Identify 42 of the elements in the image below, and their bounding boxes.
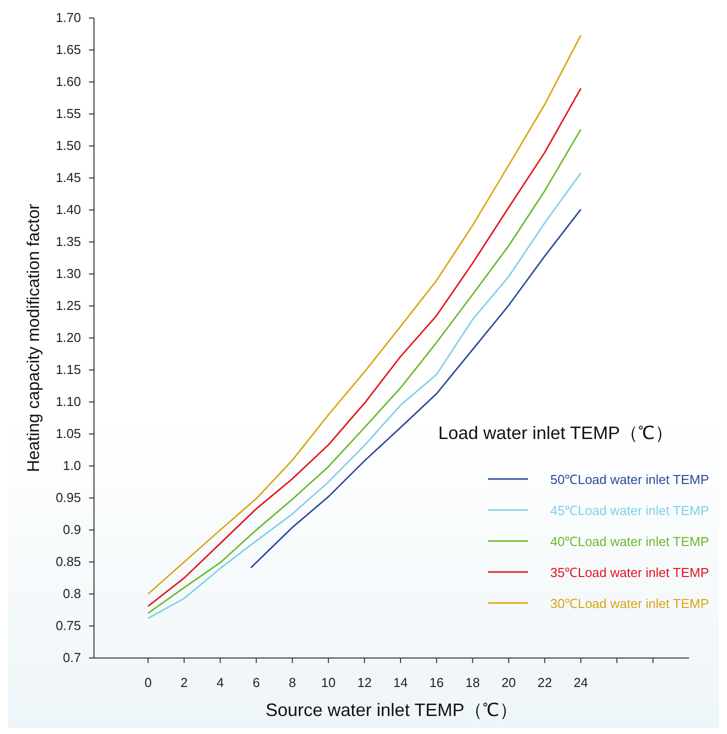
x-tick-label: 22 <box>538 675 552 690</box>
x-tick-label: 18 <box>465 675 480 690</box>
y-tick-label: 1.45 <box>56 170 81 185</box>
x-tick-label: 14 <box>393 675 408 690</box>
y-tick-label: 1.15 <box>56 362 81 377</box>
x-tick-label: 24 <box>574 675 588 690</box>
x-tick-label: 6 <box>252 675 260 690</box>
y-tick-label: 1.55 <box>56 106 81 121</box>
y-tick-label: 1.70 <box>56 10 81 25</box>
y-tick-label: 1.40 <box>56 202 81 217</box>
y-tick-label: 0.95 <box>56 490 81 505</box>
legend-label: 30℃Load water inlet TEMP <box>550 594 709 612</box>
x-axis-title: Source water inlet TEMP（℃） <box>266 700 518 720</box>
y-tick-label: 1.25 <box>56 298 81 313</box>
x-tick-label: 4 <box>216 675 224 690</box>
x-tick-label: 2 <box>180 675 188 690</box>
y-tick-label: 1.05 <box>56 426 81 441</box>
legend-label: 50℃Load water inlet TEMP <box>550 470 709 488</box>
y-tick-label: 1.20 <box>56 330 81 345</box>
y-tick-label: 1.30 <box>56 266 81 281</box>
x-tick-label: 8 <box>288 675 296 690</box>
legend-label: 40℃Load water inlet TEMP <box>550 532 709 550</box>
y-tick-label: 1.10 <box>56 394 81 409</box>
y-tick-label: 1.0 <box>62 458 81 473</box>
x-tick-label: 0 <box>144 675 152 690</box>
y-tick-label: 0.75 <box>56 618 81 633</box>
y-tick-label: 1.60 <box>56 74 81 89</box>
legend-title: Load water inlet TEMP（℃） <box>438 422 674 445</box>
y-tick-label: 1.35 <box>56 234 81 249</box>
y-axis-title: Heating capacity modification factor <box>24 203 44 472</box>
x-tick-label: 20 <box>501 675 516 690</box>
y-tick-label: 0.9 <box>62 522 81 537</box>
y-tick-label: 0.8 <box>62 586 81 601</box>
y-tick-label: 0.7 <box>62 650 81 665</box>
legend-label: 35℃Load water inlet TEMP <box>550 564 709 580</box>
y-tick-label: 0.85 <box>56 554 81 569</box>
legend-label: 45℃Load water inlet TEMP <box>550 502 709 518</box>
y-tick-label: 1.50 <box>56 138 81 153</box>
x-tick-label: 10 <box>321 675 336 690</box>
x-tick-label: 16 <box>429 675 444 690</box>
y-tick-label: 1.65 <box>56 42 81 57</box>
x-tick-label: 12 <box>357 675 372 690</box>
